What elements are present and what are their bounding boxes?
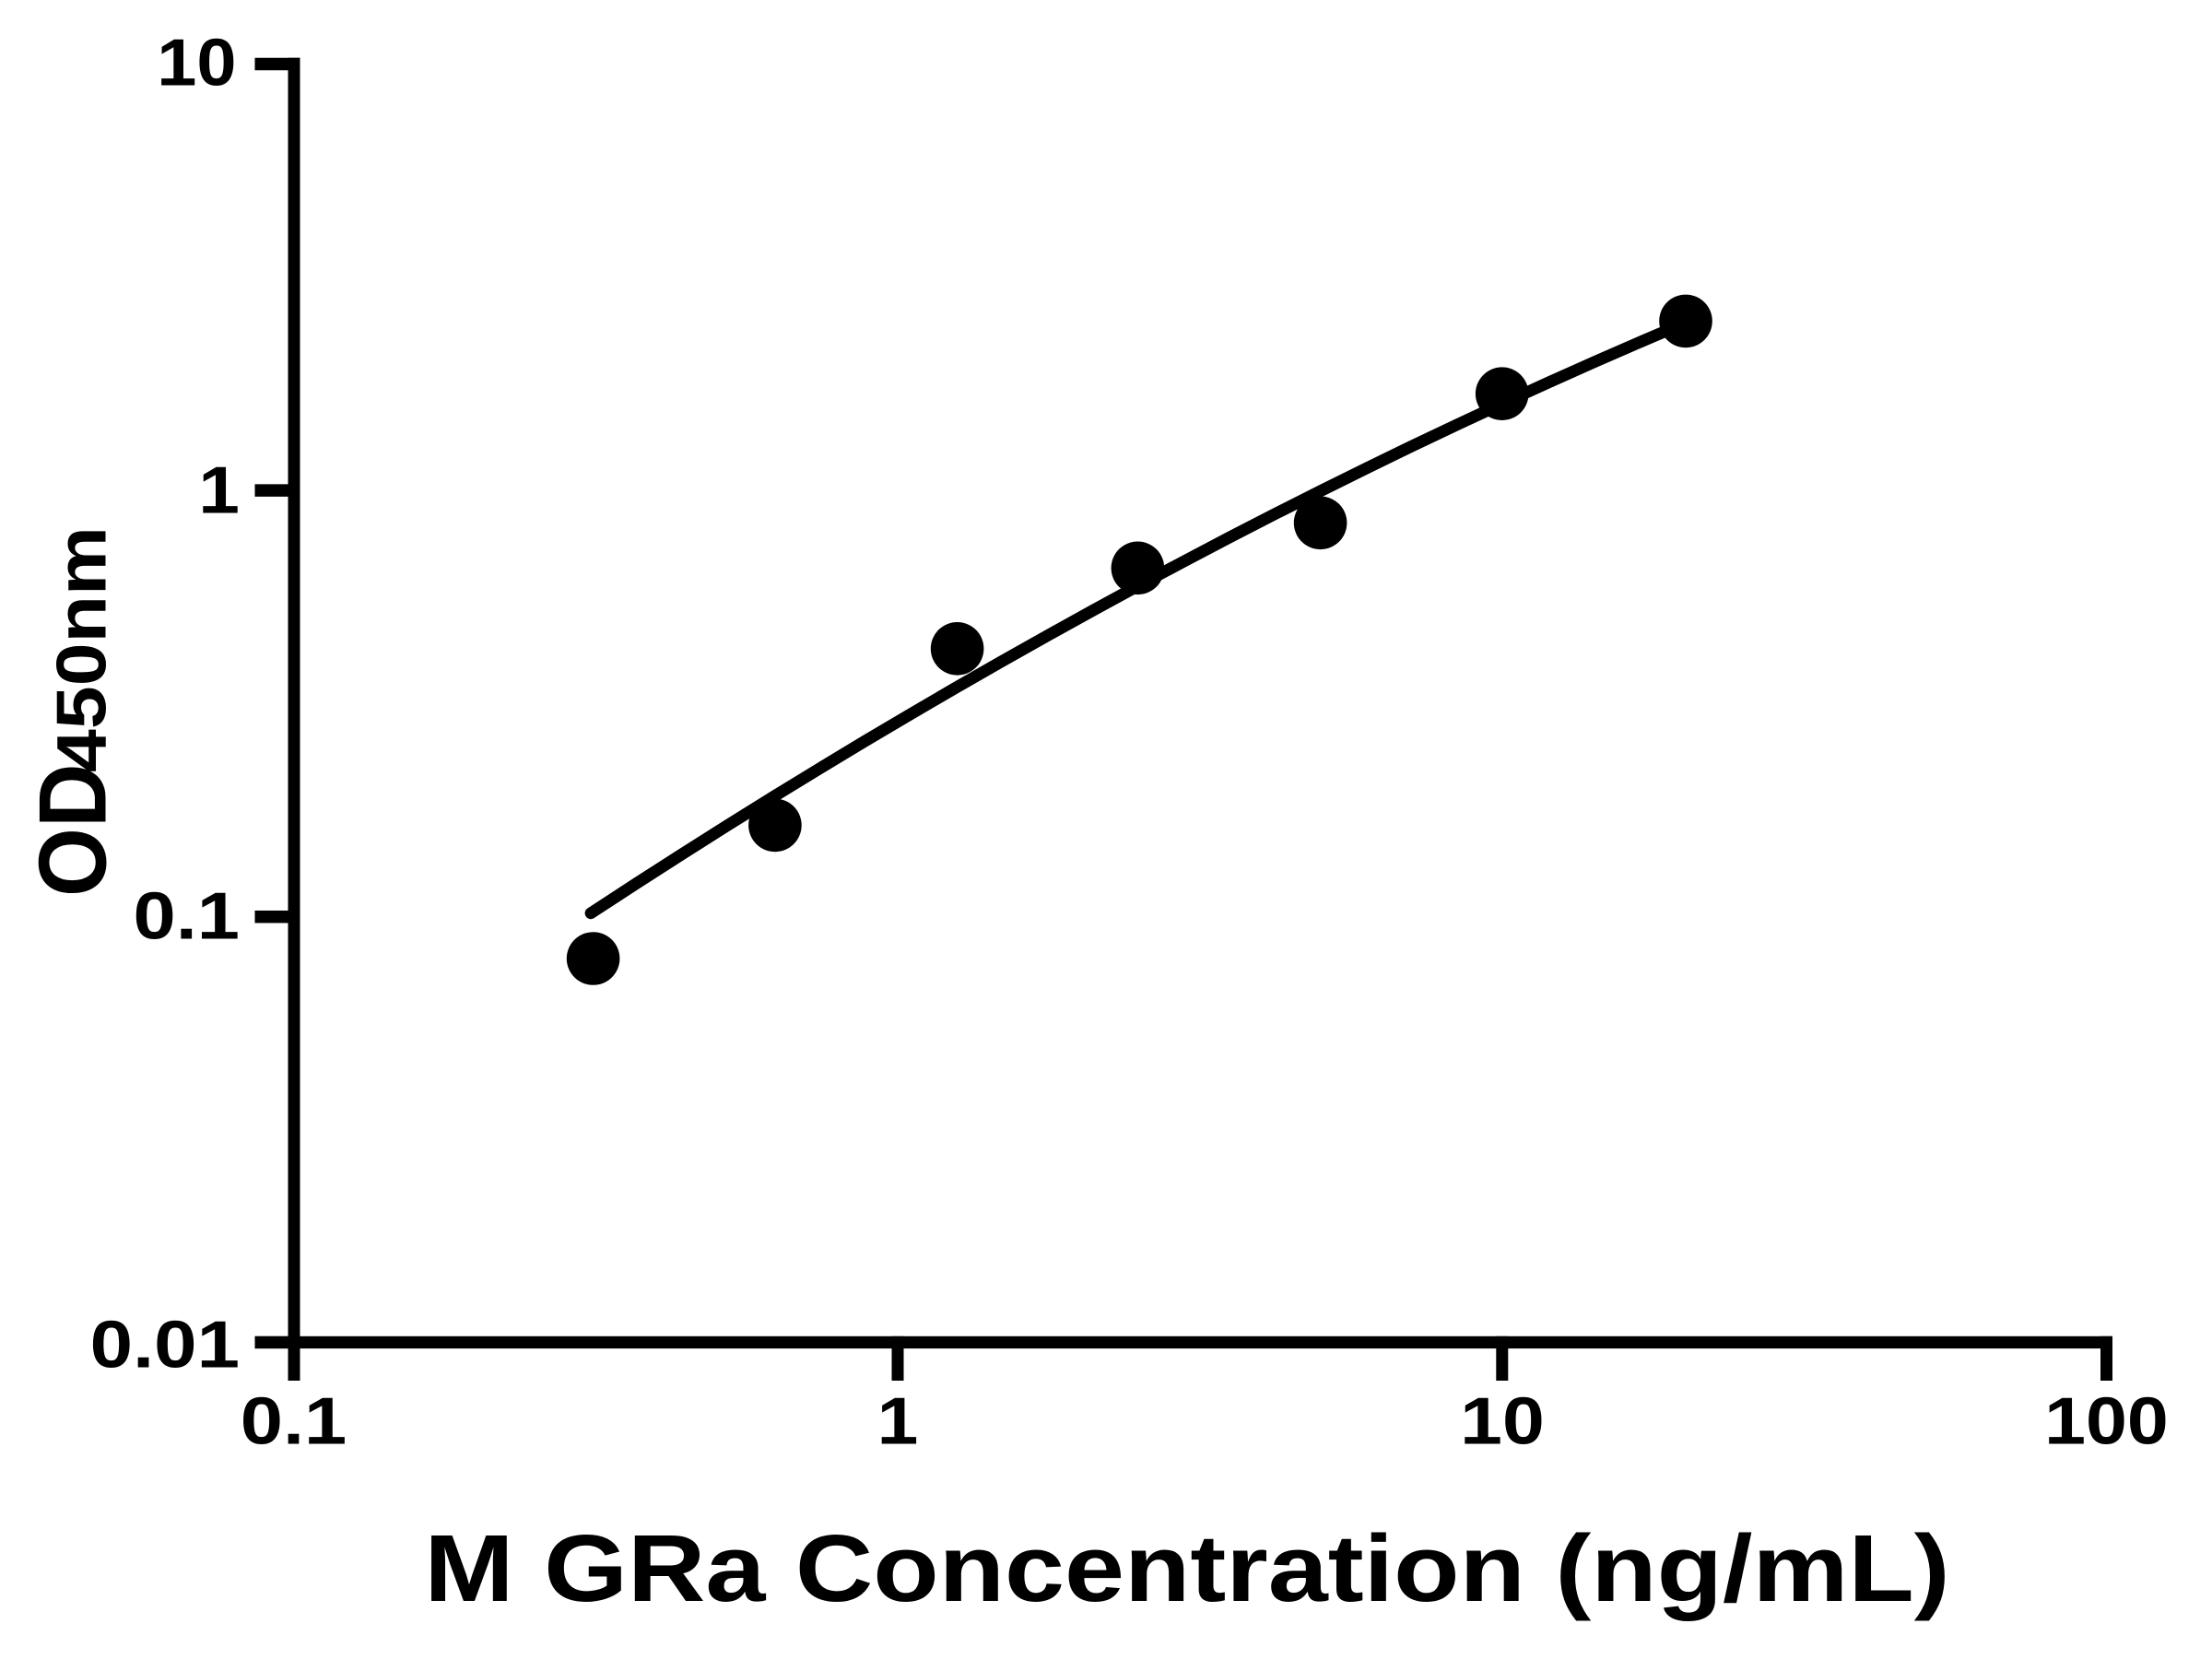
svg-text:100: 100 xyxy=(2044,1383,2169,1458)
svg-text:0.1: 0.1 xyxy=(134,879,241,954)
svg-text:0.1: 0.1 xyxy=(241,1383,347,1458)
svg-text:0.01: 0.01 xyxy=(90,1308,240,1382)
svg-text:1: 1 xyxy=(877,1383,919,1458)
svg-text:450nm: 450nm xyxy=(43,526,122,772)
svg-text:10: 10 xyxy=(157,26,236,100)
svg-text:OD: OD xyxy=(20,763,127,897)
svg-text:10: 10 xyxy=(1460,1383,1545,1458)
svg-text:M GRa Concentration (ng/mL): M GRa Concentration (ng/mL) xyxy=(424,1515,1949,1621)
svg-text:1: 1 xyxy=(198,453,240,528)
